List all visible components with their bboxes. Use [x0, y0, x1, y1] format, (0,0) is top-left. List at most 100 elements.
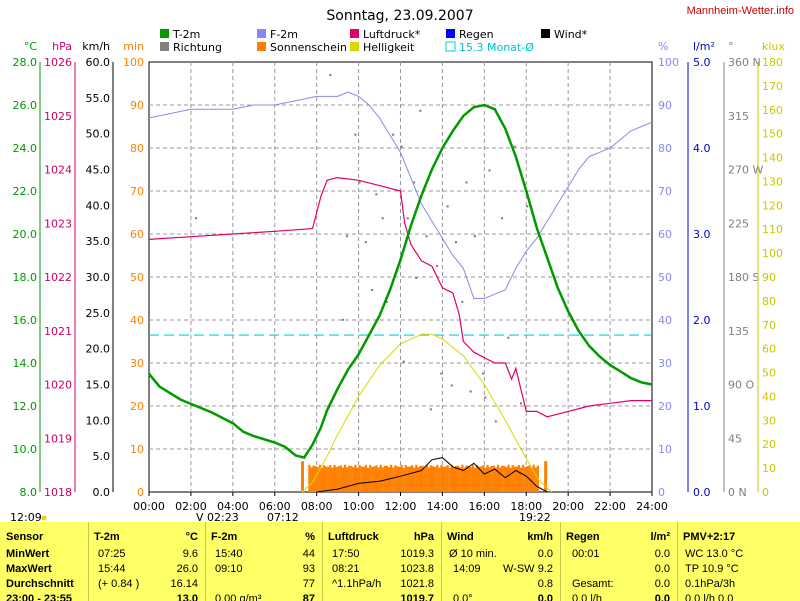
sunshine-bar — [337, 466, 340, 492]
sunshine-bar — [392, 467, 395, 492]
rain-axis-tick: 5.0 — [693, 56, 711, 69]
pressure-axis-tick: 1019 — [44, 432, 72, 445]
stats-cell: 77 — [302, 578, 315, 590]
stats-cell: 1019.3 — [400, 548, 434, 560]
direction-axis-tick: 0 N — [728, 486, 747, 499]
sunshine-bar — [419, 465, 422, 492]
wind-axis-tick: 20.0 — [86, 343, 111, 356]
humidity-axis-tick: 20 — [658, 400, 672, 413]
sunshine-bar — [446, 465, 449, 492]
direction-point — [415, 277, 418, 279]
light-axis-tick: 120 — [762, 199, 783, 212]
stats-rain-header: Regen — [566, 531, 600, 543]
wind-axis-tick: 0.0 — [93, 486, 111, 499]
pressure-line — [148, 176, 652, 418]
chart-title: Sonntag, 23.09.2007 — [326, 8, 473, 24]
humidity-axis-tick: 60 — [658, 228, 672, 241]
weather-chart: Sonntag, 23.09.2007 Mannheim-Wetter.info… — [10, 5, 794, 522]
stats-cell: 0.0 — [654, 563, 670, 575]
sunshine-bar — [333, 464, 336, 492]
sunshine-bar — [318, 464, 321, 492]
wind-axis-tick: 5.0 — [93, 450, 111, 463]
stats-cell: 9.6 — [182, 548, 198, 560]
sunshine-bar — [517, 465, 521, 492]
stats-cell: TP 10.9 °C — [685, 563, 739, 575]
rain-axis-tick: 3.0 — [693, 228, 711, 241]
stats-wind-unit: km/h — [527, 531, 553, 543]
humidity-axis-tick: 10 — [658, 443, 672, 456]
stats-pmv-header: PMV+2:17 — [683, 531, 736, 543]
direction-point — [429, 408, 432, 411]
sunshine-bar — [362, 466, 365, 492]
stats-cell: 1019.7 — [400, 593, 434, 601]
direction-point — [519, 402, 522, 405]
sunshine-bar — [396, 466, 399, 492]
temperature-line — [148, 103, 653, 460]
sun-axis-unit: min — [123, 40, 144, 53]
legend-swatch — [350, 42, 359, 51]
light-axis-tick: 130 — [762, 175, 783, 188]
legend-swatch — [257, 42, 266, 51]
sunshine-bar — [530, 467, 533, 492]
direction-point — [484, 396, 487, 399]
light-axis-tick: 30 — [762, 414, 776, 427]
sunshine-bar — [454, 465, 458, 492]
direction-point — [501, 217, 504, 220]
sunshine-bar — [316, 467, 319, 492]
sunshine-bar — [438, 467, 441, 492]
stats-cell: (+ 0.84 ) — [98, 578, 140, 590]
humidity-axis-tick: 40 — [658, 314, 672, 327]
legend-swatch — [257, 29, 266, 38]
legend-swatch — [446, 29, 455, 38]
direction-point — [425, 235, 428, 238]
light-axis-tick: 60 — [762, 343, 776, 356]
stats-t2m-col: T-2m °C 07:25 9.6 15:44 26.0 (+ 0.84 ) 16.14… — [94, 522, 204, 601]
sunshine-bar — [350, 465, 353, 492]
sunshine-bar — [322, 465, 326, 492]
pressure-axis-tick: 1023 — [44, 217, 72, 230]
light-axis-tick: 180 — [762, 56, 783, 69]
humidity-axis-tick: 30 — [658, 357, 672, 370]
wind-axis-tick: 40.0 — [86, 199, 111, 212]
sunshine-bar — [429, 465, 433, 492]
light-axis-tick: 80 — [762, 295, 776, 308]
sunshine-bar — [444, 466, 447, 492]
direction-point — [494, 420, 497, 423]
wind-axis-tick: 55.0 — [86, 92, 111, 105]
sunshine-bar — [467, 466, 470, 492]
humidity-line — [148, 91, 653, 299]
stats-cell: 16.14 — [170, 578, 198, 590]
sunshine-bar — [473, 467, 477, 492]
sunshine-bar — [513, 466, 516, 492]
sunshine-bar — [515, 466, 518, 492]
sunshine-bar — [383, 465, 386, 492]
stats-cell: ^1.1hPa/h — [332, 578, 382, 590]
direction-point — [461, 300, 464, 303]
stats-cell: 44 — [302, 548, 315, 560]
stats-cell: 15:44 — [98, 563, 126, 575]
direction-axis-tick: 360 N — [728, 56, 761, 69]
direction-point — [473, 235, 476, 238]
sunshine-bar — [524, 467, 527, 492]
sunshine-bar — [488, 467, 491, 492]
stats-wind-col: Wind km/h Ø 10 min. 0.0 14:09 W-SW 9.2 0.8 0… — [447, 522, 559, 601]
stats-cell: 0.0 — [654, 578, 670, 590]
direction-point — [341, 318, 344, 321]
stats-cell: 0.1hPa/3h — [685, 578, 736, 590]
stats-cell: 14:09 — [453, 563, 481, 575]
light-axis-tick: 110 — [762, 223, 783, 236]
stats-f2m-header: F-2m — [211, 531, 238, 543]
stats-cell: WC 13.0 °C — [685, 548, 744, 560]
sunshine-bar — [509, 467, 512, 492]
pressure-axis-tick: 1018 — [44, 486, 72, 499]
direction-point — [346, 235, 349, 238]
stats-cell: 07:25 — [98, 548, 126, 560]
sunshine-bar — [436, 464, 439, 492]
sunshine-bar — [387, 467, 391, 492]
direction-point — [392, 133, 395, 136]
direction-point — [513, 145, 516, 148]
site-link[interactable]: Mannheim-Wetter.info — [687, 5, 794, 17]
stats-sensor-header: Sensor — [6, 531, 44, 543]
time-tick: 02:00 — [175, 500, 207, 513]
direction-point — [469, 390, 472, 393]
